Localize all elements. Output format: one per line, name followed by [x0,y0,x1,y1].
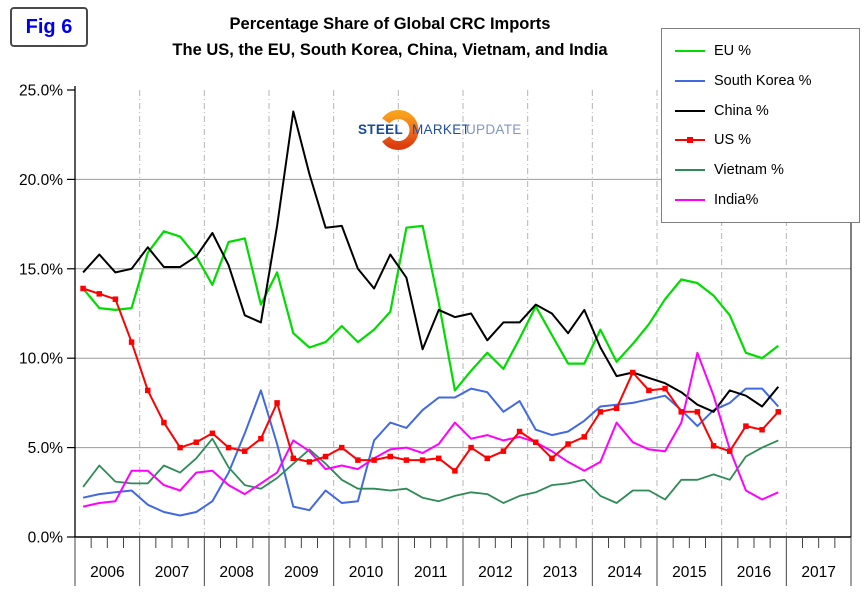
series-marker-us [306,459,313,465]
series-marker-us [484,455,490,462]
steel-market-update-watermark: STEEL MARKET UPDATE [352,107,521,153]
series-marker-us [258,435,264,442]
logo-word-update: UPDATE [466,122,522,137]
logo-word-steel: STEEL [358,122,404,137]
logo-crescent-icon [382,110,419,150]
series-marker-us [759,426,765,433]
series-marker-us [468,444,474,451]
series-marker-us [613,405,620,412]
series-marker-us [290,455,296,462]
x-year-label: 2007 [155,564,189,581]
x-year-label: 2013 [543,564,577,581]
series-marker-us [242,448,248,454]
figure-badge: Fig 6 [10,7,88,47]
x-year-label: 2011 [414,564,447,581]
x-year-label: 2012 [478,564,512,581]
y-tick-label: 0.0% [28,530,64,547]
legend-line-sample-india [675,199,705,202]
series-marker-us [112,296,119,302]
legend-label-china: China % [714,102,769,119]
legend-item-india: India% [674,192,851,208]
legend-line-sample-us [675,137,705,144]
legend-label-vietnam: Vietnam % [714,162,784,179]
series-marker-us [403,457,410,463]
x-year-label: 2016 [737,564,771,581]
series-marker-us [322,453,329,460]
series-marker-us [662,385,668,392]
logo-word-market: MARKET [412,122,471,137]
series-marker-us [177,444,183,451]
legend-label-us: US % [714,132,752,149]
series-marker-us [775,409,781,415]
legend-item-china: China % [674,103,851,119]
series-marker-us [516,428,523,435]
series-line-vietnam [82,437,779,504]
series-marker-us [274,400,280,406]
series-marker-us [743,423,749,429]
series-marker-us [371,457,377,463]
legend-item-vietnam: Vietnam % [674,162,851,178]
series-line-eu [82,224,779,392]
series-marker-us [630,369,636,376]
legend-item-eu: EU % [674,43,851,59]
series-marker-us [646,387,652,394]
series-line-india [82,351,779,508]
y-tick-label: 20.0% [19,172,63,189]
series-marker-us [339,444,345,451]
legend-label-south-korea: South Korea % [714,72,812,89]
x-year-label: 2015 [672,564,706,581]
series-marker-us [419,457,426,463]
figure-label: Fig 6 [25,15,73,38]
x-year-label: 2009 [284,564,318,581]
series-marker-us [678,409,684,415]
series-marker-us [355,457,361,463]
series-marker-us [710,443,717,449]
x-year-label: 2008 [219,564,253,581]
series-marker-us [209,430,216,437]
series-line-us [82,287,780,472]
series-marker-us [161,419,167,426]
series-marker-us [128,339,135,345]
chart-title: Percentage Share of Global CRC Imports [229,15,551,33]
series-marker-us [581,434,587,440]
series-marker-us [80,285,86,292]
chart-subtitle: The US, the EU, South Korea, China, Viet… [172,41,608,59]
series-marker-us [145,387,151,394]
legend-line-sample-vietnam [675,169,705,172]
x-year-label: 2014 [607,564,642,581]
series-marker-us [436,455,442,462]
chart-title-block: Percentage Share of Global CRC Imports T… [95,11,685,63]
y-tick-label: 15.0% [19,261,63,278]
series-marker-us [500,448,507,454]
series-marker-us [694,409,701,415]
series-marker-us [533,439,539,445]
legend-label-eu: EU % [714,42,752,59]
series-marker-us [96,291,102,297]
series-line-south-korea [82,387,780,517]
legend-line-sample-eu [675,49,705,52]
legend-item-south-korea: South Korea % [674,73,851,89]
y-tick-label: 5.0% [28,440,64,457]
series-marker-us [565,441,571,447]
series-line-china [82,110,780,413]
series-marker-us [225,444,232,451]
x-year-label: 2006 [90,564,124,581]
legend-label-india: India% [714,192,759,209]
y-tick-label: 10.0% [19,351,63,368]
series-marker-us [452,468,458,474]
y-tick-label: 25.0% [19,83,63,100]
legend-item-us: US % [674,132,851,148]
legend: EU % South Korea % China % US % Vietnam % Ind… [661,28,860,223]
series-marker-us [727,448,733,454]
x-year-label: 2017 [801,564,835,581]
series-marker-us [193,439,199,445]
x-year-label: 2010 [349,564,384,581]
legend-line-sample-south-korea [675,79,705,82]
legend-line-sample-china [675,109,705,112]
series-marker-us [549,455,555,462]
series-marker-us [597,409,604,415]
series-marker-us [387,453,393,460]
